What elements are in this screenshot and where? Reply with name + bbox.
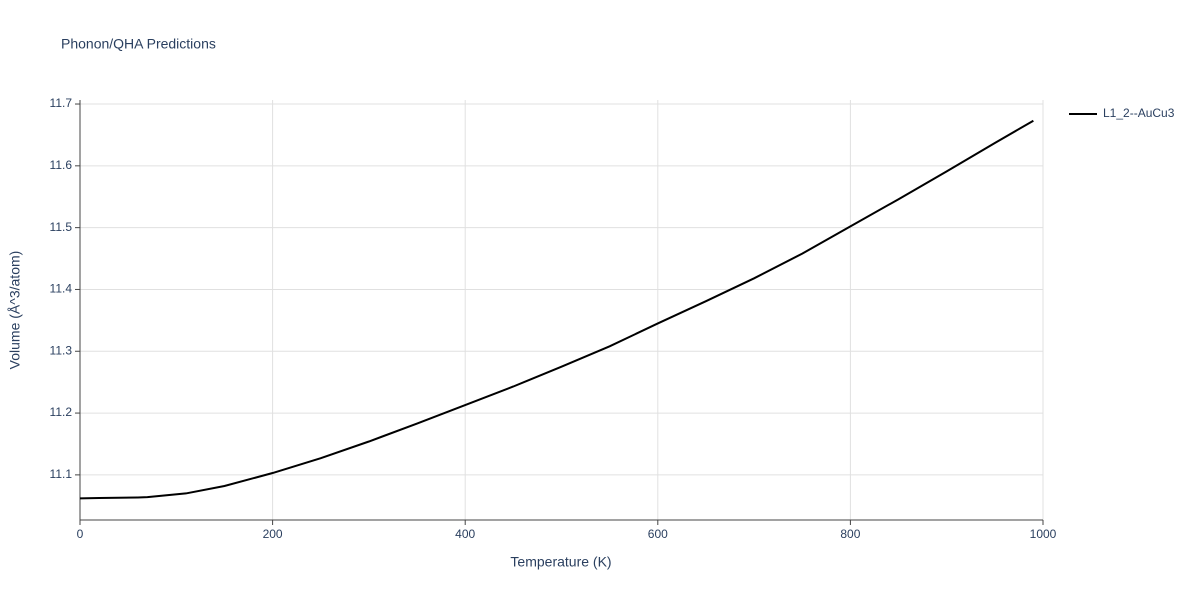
y-tick-label: 11.3 (50, 343, 73, 357)
x-tick-label: 600 (648, 527, 668, 541)
y-tick-label: 11.1 (50, 467, 73, 481)
y-tick-label: 11.7 (50, 96, 73, 110)
chart-title: Phonon/QHA Predictions (61, 36, 216, 52)
y-tick-label: 11.6 (50, 158, 73, 172)
y-tick-label: 11.5 (50, 220, 73, 234)
x-tick-label: 400 (455, 527, 475, 541)
data-line (79, 119, 1034, 500)
legend-label: L1_2--AuCu3 (1103, 106, 1175, 120)
x-tick-label: 200 (263, 527, 283, 541)
y-tick-label: 11.4 (50, 282, 73, 296)
x-tick-label: 0 (77, 527, 84, 541)
y-tick-label: 11.2 (50, 405, 73, 419)
y-axis-label: Volume (Å^3/atom) (7, 251, 23, 370)
x-axis-label: Temperature (K) (510, 554, 611, 570)
x-tick-label: 800 (840, 527, 860, 541)
x-tick-label: 1000 (1030, 527, 1057, 541)
